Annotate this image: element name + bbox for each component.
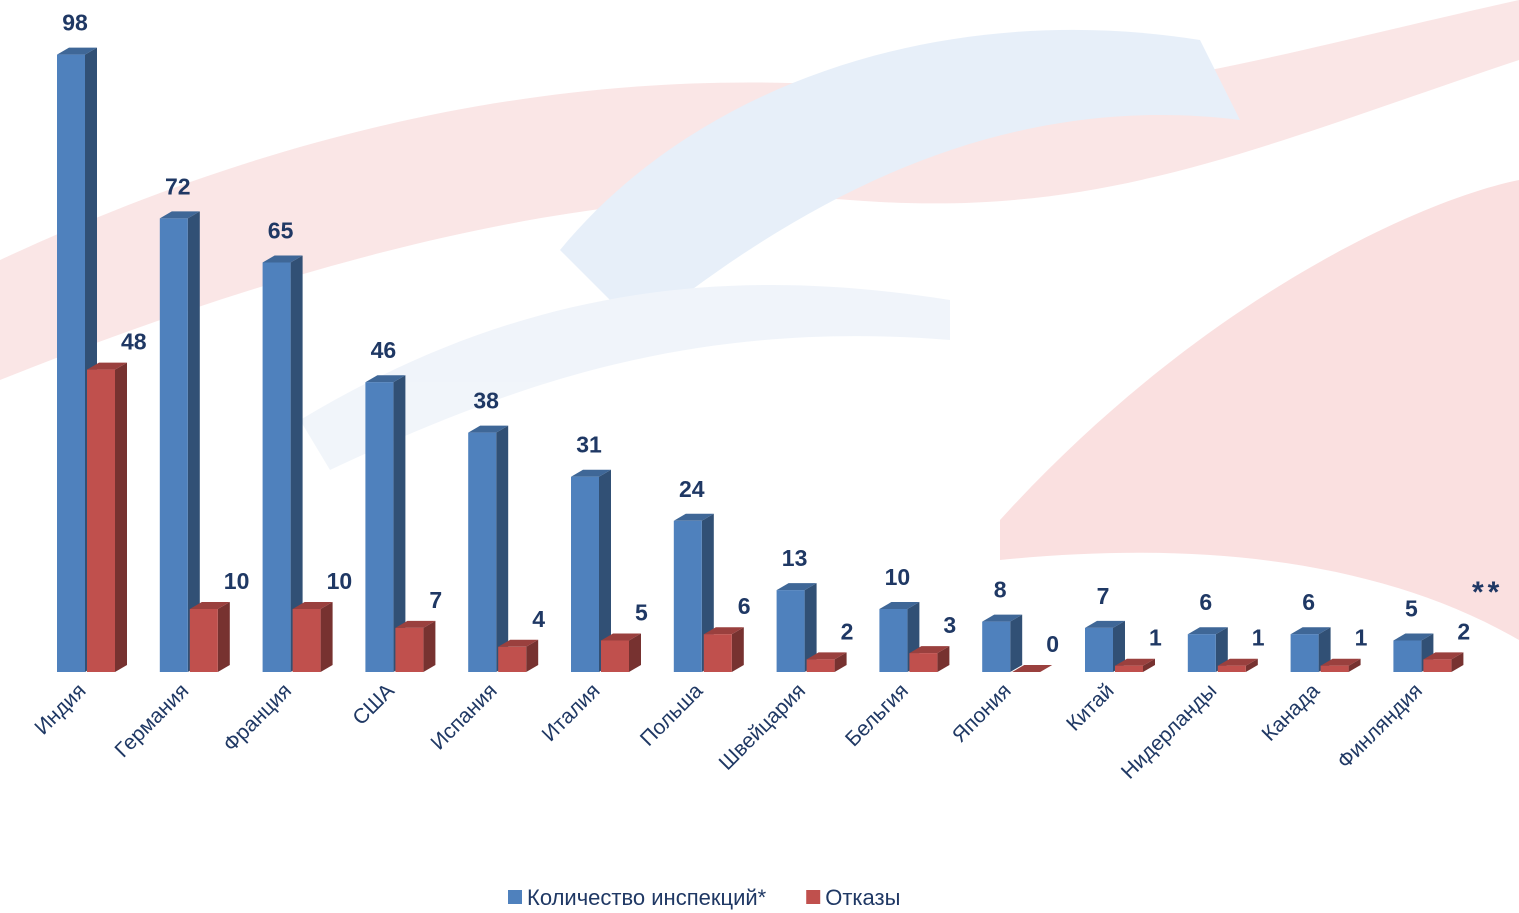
value-label: 13 [782, 545, 808, 571]
value-label: 6 [738, 593, 751, 619]
bar-side [218, 602, 230, 672]
bar-front [263, 263, 291, 673]
bar-front [1321, 666, 1349, 672]
value-label: 6 [1199, 589, 1212, 615]
bar-front [498, 647, 526, 672]
x-tick-label: Финляндия [1333, 679, 1427, 773]
bar [909, 646, 949, 672]
bar-front [601, 641, 629, 673]
x-tick-label: Индия [30, 679, 90, 739]
value-label: 31 [576, 432, 602, 458]
value-label: 38 [473, 388, 499, 414]
value-label: 8 [994, 577, 1007, 603]
bar-side [115, 363, 127, 672]
bar [468, 426, 508, 672]
bar [293, 602, 333, 672]
bar-side [321, 602, 333, 672]
x-tick-label: Китай [1062, 679, 1118, 735]
value-label: 2 [841, 618, 854, 644]
bar-front [909, 653, 937, 672]
bar [395, 621, 435, 672]
bar-side [732, 627, 744, 672]
value-label: 10 [327, 568, 353, 594]
bar [498, 640, 538, 672]
bar-side [423, 621, 435, 672]
value-label: 72 [165, 173, 191, 199]
value-label: 10 [885, 564, 911, 590]
value-label: 2 [1457, 618, 1470, 644]
bar-front [1291, 634, 1319, 672]
bar-front [1218, 666, 1246, 672]
bar-front [704, 634, 732, 672]
bar-front [1188, 634, 1216, 672]
value-label: 5 [1405, 596, 1418, 622]
x-tick-label: Бельгия [841, 679, 913, 751]
x-tick-label: Япония [948, 679, 1016, 747]
bar-front [674, 521, 702, 672]
chart: ** 9848Индия7210Германия6510Франция467СШ… [0, 0, 1519, 913]
bar-side [1010, 615, 1022, 672]
bar [704, 627, 744, 672]
annotation: ** [1472, 576, 1503, 609]
value-label: 48 [121, 329, 147, 355]
bar-front [57, 55, 85, 672]
x-tick-label: Канада [1258, 679, 1325, 746]
bar-front [395, 628, 423, 672]
bar-front [777, 590, 805, 672]
bar-front [1115, 666, 1143, 672]
bar-front [1085, 628, 1113, 672]
value-label: 4 [532, 606, 545, 632]
value-label: 7 [1097, 583, 1110, 609]
bar-front [293, 609, 321, 672]
x-tick-label: Испания [427, 679, 502, 754]
bar [160, 211, 200, 672]
value-label: 3 [943, 612, 956, 638]
legend-label: Отказы [825, 885, 900, 910]
x-tick-label: Польша [636, 679, 708, 751]
bar [190, 602, 230, 672]
bar-front [982, 622, 1010, 672]
value-label: 10 [224, 568, 250, 594]
x-tick-label: Германия [110, 679, 193, 762]
bar [982, 615, 1022, 672]
legend-swatch [806, 890, 820, 904]
x-tick-label: Швейцария [715, 679, 811, 775]
bar-front [571, 477, 599, 672]
legend-label: Количество инспекций* [527, 885, 767, 910]
bar [601, 634, 641, 673]
bar-side [188, 211, 200, 672]
value-label: 65 [268, 218, 294, 244]
value-label: 46 [371, 337, 397, 363]
value-label: 1 [1355, 625, 1368, 651]
x-tick-label: Италия [538, 679, 605, 746]
value-label: 7 [429, 587, 442, 613]
bar-front [1393, 641, 1421, 673]
bar-front [807, 659, 835, 672]
bar-front [87, 370, 115, 672]
x-tick-label: США [348, 679, 399, 730]
value-label: 98 [62, 10, 88, 36]
value-label: 6 [1302, 589, 1315, 615]
bar-front [190, 609, 218, 672]
value-label: 24 [679, 476, 705, 502]
value-label: 5 [635, 600, 648, 626]
bar-front [365, 382, 393, 672]
bar-front [468, 433, 496, 672]
bar-front [879, 609, 907, 672]
value-label: 0 [1046, 631, 1059, 657]
bar [87, 363, 127, 672]
value-label: 1 [1252, 625, 1265, 651]
legend-swatch [508, 890, 522, 904]
bar-front [160, 218, 188, 672]
bar-front [1423, 659, 1451, 672]
value-label: 1 [1149, 625, 1162, 651]
background [0, 0, 1519, 640]
x-tick-label: Франция [219, 679, 296, 756]
x-tick-label: Нидерланды [1117, 679, 1221, 783]
bar-side [496, 426, 508, 672]
